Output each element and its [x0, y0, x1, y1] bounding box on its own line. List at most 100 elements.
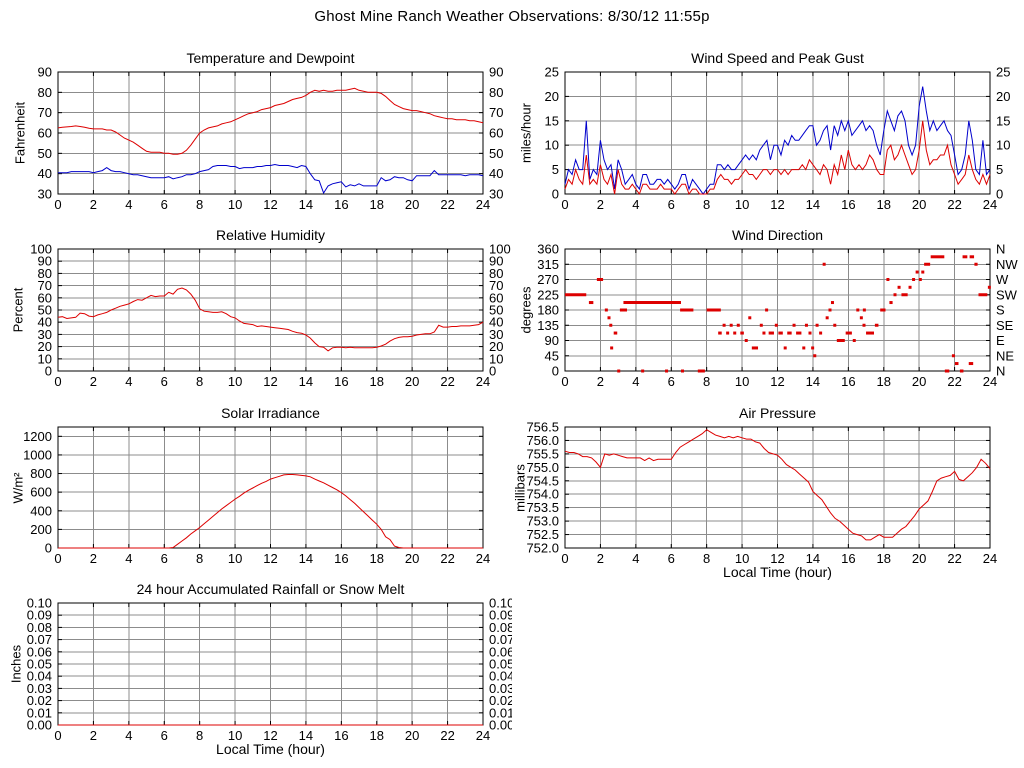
x-tick-label: 20 — [912, 551, 926, 566]
x-tick-label: 2 — [90, 374, 97, 389]
x-tick-label: 0 — [561, 374, 568, 389]
y-tick-label-right: 5 — [996, 162, 1003, 177]
series-dewpoint — [58, 163, 484, 195]
y-tick-label-left: 754.5 — [526, 473, 559, 488]
y-tick-label-left: 80 — [38, 266, 52, 281]
y-tick-label-right: 20 — [996, 89, 1010, 104]
chart-air-pressure: Air Pressure millibars 0 2 4 6 8 10 12 14 16 18 20… — [512, 400, 1024, 580]
y-tick-label-left: 756.0 — [526, 433, 559, 448]
y-tick-label-left: 1200 — [23, 429, 52, 444]
x-tick-label: 18 — [877, 551, 891, 566]
x-tick-label: 12 — [263, 197, 277, 212]
x-tick-label: 6 — [668, 551, 675, 566]
x-tick-label: 6 — [668, 197, 675, 212]
y-tick-label-left: 20 — [38, 339, 52, 354]
y-tick-label-left: 752.0 — [526, 541, 559, 556]
x-tick-label: 24 — [476, 374, 490, 389]
x-tick-label: 18 — [877, 197, 891, 212]
x-tick-label: 2 — [90, 728, 97, 743]
plot-area-solar: 0 2 4 6 8 10 12 14 16 18 20 22 240200400600800100012… — [23, 426, 490, 566]
y-tick-label-right: 80 — [489, 85, 503, 100]
y-tick-label-right: 0.08 — [489, 620, 512, 635]
x-tick-label: 18 — [877, 374, 891, 389]
x-tick-label: 16 — [334, 728, 348, 743]
x-tick-label: 14 — [806, 197, 820, 212]
y-tick-label-left: 1000 — [23, 447, 52, 462]
y-tick-label-left: 0.07 — [27, 632, 52, 647]
x-tick-label: 20 — [405, 374, 419, 389]
x-tick-label: 8 — [196, 551, 203, 566]
y-tick-label-right: 0 — [489, 364, 496, 379]
chart-title: Wind Direction — [731, 227, 824, 243]
y-tick-label-left: 25 — [545, 65, 559, 80]
y-tick-label-right: S — [996, 303, 1005, 318]
x-tick-label: 16 — [841, 197, 855, 212]
y-tick-label-left: 0.04 — [27, 669, 52, 684]
x-tick-label: 16 — [334, 374, 348, 389]
y-tick-label-left: 70 — [38, 105, 52, 120]
y-tick-label-left: 30 — [38, 187, 52, 202]
y-tick-label-left: 0.08 — [27, 620, 52, 635]
y-tick-label-right: 0.02 — [489, 693, 512, 708]
x-tick-label: 8 — [196, 374, 203, 389]
x-tick-label: 8 — [703, 551, 710, 566]
x-tick-label: 10 — [228, 551, 242, 566]
y-tick-label-left: 270 — [537, 272, 559, 287]
y-tick-label-right: 0 — [996, 187, 1003, 202]
x-tick-label: 10 — [228, 374, 242, 389]
x-tick-label: 6 — [161, 728, 168, 743]
x-tick-label: 14 — [299, 728, 313, 743]
x-tick-label: 20 — [912, 374, 926, 389]
x-tick-label: 6 — [161, 197, 168, 212]
y-tick-label-right: 10 — [489, 351, 503, 366]
y-tick-label-left: 70 — [38, 278, 52, 293]
series-temperature — [57, 87, 484, 155]
y-tick-label-left: 5 — [552, 162, 559, 177]
y-tick-label-right: 30 — [489, 327, 503, 342]
y-tick-label-right: 80 — [489, 266, 503, 281]
chart-title: Air Pressure — [738, 405, 817, 421]
x-tick-label: 12 — [770, 374, 784, 389]
x-tick-label: 18 — [370, 197, 384, 212]
x-tick-label: 12 — [263, 551, 277, 566]
x-tick-label: 20 — [912, 197, 926, 212]
y-tick-label-right: 60 — [489, 290, 503, 305]
y-tick-label-right: 0.01 — [489, 705, 512, 720]
x-tick-label: 24 — [476, 197, 490, 212]
x-tick-label: 4 — [632, 374, 639, 389]
x-tick-label: 10 — [228, 197, 242, 212]
y-tick-label-left: 0.01 — [27, 705, 52, 720]
x-tick-label: 22 — [947, 197, 961, 212]
plot-area-pressure: 0 2 4 6 8 10 12 14 16 18 20 22 24752.0752.5753.0753.… — [526, 420, 997, 567]
series-peak_gust — [564, 86, 991, 195]
x-tick-label: 12 — [263, 374, 277, 389]
x-tick-label: 16 — [841, 551, 855, 566]
y-tick-label-left: 0 — [552, 187, 559, 202]
y-tick-label-left: 40 — [38, 166, 52, 181]
y-tick-label-right: 0.06 — [489, 644, 512, 659]
chart-title: Wind Speed and Peak Gust — [691, 50, 864, 66]
x-tick-label: 4 — [125, 728, 132, 743]
y-tick-label-left: 90 — [38, 254, 52, 269]
x-tick-label: 22 — [947, 374, 961, 389]
x-tick-label: 2 — [597, 197, 604, 212]
x-tick-label: 6 — [668, 374, 675, 389]
y-tick-label-right: 40 — [489, 315, 503, 330]
y-tick-label-right: 50 — [489, 146, 503, 161]
x-tick-label: 4 — [632, 197, 639, 212]
x-tick-label: 18 — [370, 374, 384, 389]
x-tick-label: 22 — [947, 551, 961, 566]
x-tick-label: 12 — [770, 551, 784, 566]
y-tick-label-right: 100 — [489, 242, 511, 257]
x-tick-label: 22 — [440, 551, 454, 566]
x-tick-label: 16 — [841, 374, 855, 389]
x-tick-label: 2 — [597, 374, 604, 389]
x-tick-label: 4 — [632, 551, 639, 566]
x-tick-label: 0 — [54, 197, 61, 212]
x-tick-label: 10 — [735, 551, 749, 566]
y-tick-label-right: 90 — [489, 65, 503, 80]
